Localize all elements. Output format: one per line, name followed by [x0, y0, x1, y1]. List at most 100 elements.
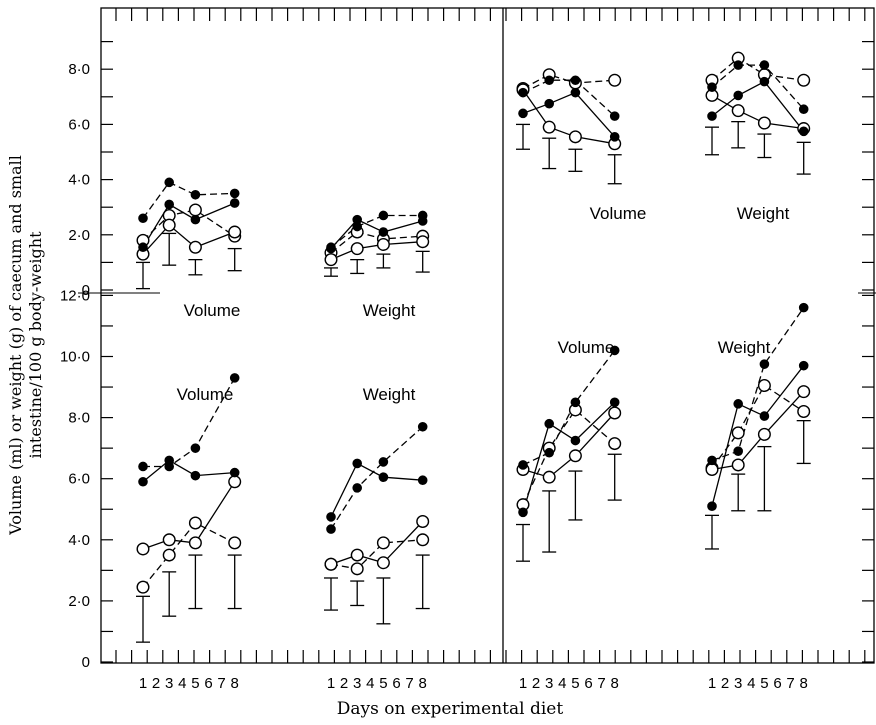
filled-circle-point — [759, 359, 770, 369]
filled-circle-point — [798, 104, 809, 115]
open-circle-point — [350, 562, 364, 576]
x-tick-label: 6 — [204, 675, 212, 692]
x-tick-label: 7 — [597, 675, 605, 692]
y-tick-label-top: 2·0 — [68, 227, 90, 244]
open-circle-point — [188, 536, 202, 550]
filled-circle-point — [229, 188, 240, 199]
open-circle-point — [228, 536, 242, 550]
filled-circle-point — [190, 443, 201, 453]
filled-circle-point — [707, 455, 717, 466]
open-solid-series-line — [142, 481, 236, 550]
open-circle-point — [608, 437, 622, 451]
open-circle-point — [416, 533, 430, 547]
x-tick-label: 6 — [392, 675, 400, 692]
filled-circle-point — [707, 82, 717, 92]
filled-circle-point — [326, 512, 336, 522]
x-tick-label: 2 — [532, 675, 540, 692]
filled-dashed-series-line — [330, 214, 423, 248]
filled-circle-point — [798, 302, 809, 313]
x-tick-label: 8 — [800, 675, 808, 692]
filled-solid-series-line — [330, 462, 423, 518]
filled-circle-point — [378, 210, 389, 221]
open-circle-point — [162, 533, 176, 547]
open-circle-point — [376, 237, 390, 251]
filled-solid-series-line — [522, 401, 616, 513]
open-circle-point — [162, 548, 176, 562]
open-circle-point — [350, 548, 364, 562]
x-tick-label: 7 — [217, 675, 225, 692]
open-dashed-series-line — [142, 522, 235, 588]
filled-circle-point — [609, 111, 620, 121]
y-tick-label-bottom: 10·0 — [60, 349, 90, 366]
marks-group — [136, 51, 811, 643]
filled-solid-series-line — [711, 80, 805, 132]
x-tick-label: 7 — [786, 675, 794, 692]
filled-circle-point — [138, 461, 148, 472]
open-circle-point — [705, 463, 719, 477]
x-axis-title: Days on experimental diet — [337, 699, 564, 719]
filled-circle-point — [352, 458, 363, 469]
open-circle-point — [608, 73, 622, 87]
filled-circle-point — [138, 213, 148, 224]
filled-circle-point — [544, 447, 555, 458]
open-circle-point — [136, 580, 150, 594]
x-tick-label: 1 — [519, 675, 527, 692]
panel-label-volume: Volume — [184, 301, 241, 320]
y-tick-label-bottom: 0 — [82, 654, 90, 671]
filled-circle-point — [164, 177, 174, 188]
x-tick-label: 3 — [353, 675, 361, 692]
filled-circle-point — [518, 87, 528, 98]
open-solid-series-line — [330, 521, 424, 565]
x-tick-label: 6 — [773, 675, 781, 692]
open-circle-point — [376, 556, 390, 570]
filled-circle-point — [229, 373, 240, 383]
filled-circle-point — [518, 460, 528, 470]
chart-frame — [78, 7, 876, 664]
filled-circle-point — [570, 435, 581, 446]
filled-circle-point — [229, 198, 240, 208]
panel-label-volume: Volume — [558, 338, 615, 357]
open-solid-series-line — [711, 94, 804, 130]
x-tick-label: 8 — [419, 675, 427, 692]
y-tick-label-top: 0 — [82, 282, 90, 299]
open-circle-point — [568, 449, 582, 463]
y-tick-label-bottom: 6·0 — [68, 471, 90, 488]
open-circle-point — [731, 426, 745, 440]
panel-label-volume: Volume — [177, 385, 234, 404]
filled-dashed-series-line — [522, 79, 616, 117]
filled-circle-point — [733, 446, 744, 457]
x-tick-label: 5 — [571, 675, 579, 692]
filled-circle-point — [707, 111, 717, 121]
filled-circle-point — [759, 76, 770, 87]
open-solid-series-line — [522, 412, 616, 478]
y-tick-label-bottom: 8·0 — [68, 410, 90, 427]
panel-label-volume: Volume — [590, 204, 647, 223]
open-solid-series-line — [330, 241, 423, 261]
filled-circle-point — [798, 126, 809, 137]
open-circle-point — [757, 427, 771, 441]
filled-circle-point — [544, 418, 555, 429]
filled-circle-point — [164, 199, 174, 210]
open-circle-point — [797, 404, 811, 418]
filled-circle-point — [570, 87, 581, 98]
filled-dashed-series-line — [711, 64, 805, 110]
open-dashed-series-line — [522, 409, 616, 505]
filled-circle-point — [609, 397, 620, 408]
filled-dashed-series-line — [330, 426, 424, 530]
filled-circle-point — [798, 360, 809, 371]
x-tick-label: 7 — [405, 675, 413, 692]
x-tick-label: 5 — [379, 675, 387, 692]
filled-solid-series-line — [142, 459, 235, 483]
filled-circle-point — [352, 214, 363, 225]
x-tick-label: 4 — [366, 675, 374, 692]
x-tick-label: 3 — [734, 675, 742, 692]
open-circle-point — [797, 385, 811, 399]
open-circle-point — [568, 130, 582, 144]
filled-solid-series-line — [330, 218, 423, 250]
filled-circle-point — [570, 397, 581, 408]
plot-border — [100, 7, 875, 664]
filled-circle-point — [518, 507, 528, 518]
filled-circle-point — [378, 472, 389, 482]
open-circle-point — [797, 73, 811, 87]
filled-circle-point — [417, 421, 428, 432]
